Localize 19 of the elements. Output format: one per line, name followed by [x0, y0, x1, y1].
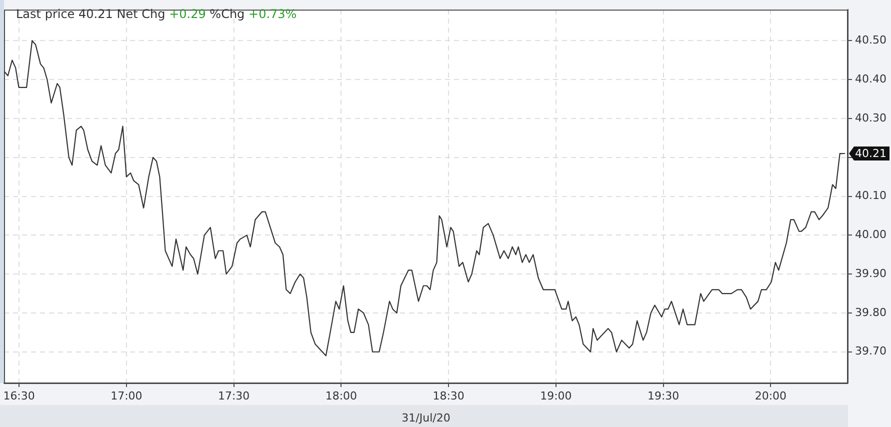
y-tick-label: 39.70: [855, 344, 886, 358]
y-tick-label: 40.50: [855, 34, 886, 47]
y-tick-label: 40.30: [855, 111, 886, 124]
x-axis-title: 31/Jul/20: [402, 411, 450, 424]
x-tick-label: 19:30: [647, 389, 680, 402]
x-tick-label: 18:00: [325, 389, 358, 402]
x-tick-label: 19:00: [540, 389, 572, 402]
x-tick-label: 16:30: [3, 389, 35, 402]
x-tick-label: 17:00: [110, 389, 142, 402]
x-tick-label: 18:30: [432, 389, 464, 402]
annotation: 40.21: [855, 146, 886, 160]
y-tick-label: 40.40: [855, 72, 886, 86]
y-tick-label: 39.90: [855, 266, 886, 280]
y-tick-label: 39.80: [855, 306, 886, 319]
y-tick-label: 40.10: [855, 189, 886, 202]
x-tick-label: 20:00: [754, 389, 787, 402]
y-tick-label: 40.00: [855, 228, 886, 242]
chart-title: Last price 40.21 Net Chg +0.29 %Chg +0.73%: [16, 7, 297, 21]
x-tick-label: 17:30: [218, 389, 250, 402]
